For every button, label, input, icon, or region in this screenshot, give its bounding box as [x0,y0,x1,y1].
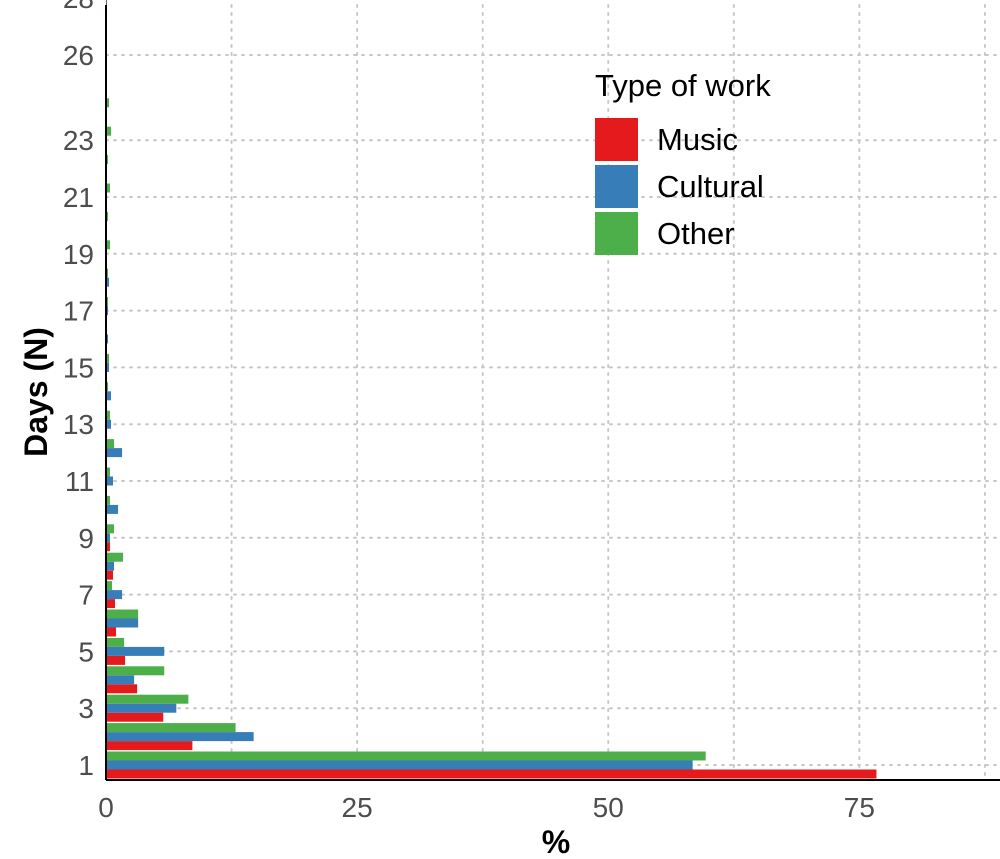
bar-other-day-21 [106,183,111,193]
bar-music-day-2 [106,741,193,751]
bar-other-day-9 [106,524,115,534]
grid [105,4,1000,781]
y-tick-label: 11 [65,466,94,497]
legend-title: Type of work [595,68,771,103]
bar-other-day-12 [106,439,115,449]
bar-cultural-day-5 [106,646,165,656]
bar-cultural-day-17 [106,306,109,316]
bar-other-day-24 [106,98,110,108]
legend-swatch-cultural [595,165,638,208]
bar-cultural-day-15 [106,362,110,372]
bar-cultural-day-9 [106,533,111,543]
bar-cultural-day-14 [106,391,112,401]
bar-cultural-day-4 [106,675,135,685]
legend-swatch-music [595,118,638,161]
bar-other-day-1 [106,751,706,761]
y-tick-label: 9 [78,523,94,554]
y-tick-label: 28 [63,0,94,14]
legend-items: Music Cultural Other [595,118,764,255]
bar-cultural-day-10 [106,504,119,514]
y-axis-title: Days (N) [18,327,54,457]
y-tick-label: 23 [63,125,94,156]
bar-other-day-7 [106,581,113,591]
x-tick-label: 50 [593,792,624,823]
y-tick-label: 21 [63,182,94,213]
bar-other-day-17 [106,297,109,307]
bar-cultural-day-6 [106,618,139,628]
bars [106,0,877,779]
bar-other-day-15 [106,353,110,363]
bar-music-day-4 [106,684,138,694]
y-tick-label: 15 [63,352,94,383]
y-tick-label: 13 [63,409,94,440]
legend-swatch-other [595,212,638,255]
bar-cultural-day-7 [106,590,123,600]
bar-other-day-20 [106,211,109,221]
x-tick-label: 75 [844,792,875,823]
bar-other-day-23 [106,126,112,136]
bar-music-day-3 [106,712,164,722]
axes [105,5,1000,781]
bar-other-day-13 [106,410,111,420]
bar-cultural-day-13 [106,419,112,429]
y-tick-label: 3 [78,693,94,724]
x-axis-title: % [542,824,570,859]
y-tick-label: 1 [78,750,94,781]
bar-cultural-day-11 [106,476,114,486]
legend-label-music: Music [657,122,738,157]
y-tick-label: 19 [63,239,94,270]
bar-other-day-10 [106,495,111,505]
bar-other-day-11 [106,467,111,477]
bar-other-day-18 [106,268,109,278]
bar-cultural-day-16 [106,334,109,344]
bar-other-day-6 [106,609,139,619]
y-tick-label: 7 [78,580,94,611]
legend: Type of work Music Cultural Other [595,68,771,255]
x-tick-labels: 0 25 50 75 [98,792,875,823]
bar-cultural-day-12 [106,448,123,458]
y-tick-label: 26 [63,40,94,71]
y-tick-label: 5 [78,636,94,667]
bar-music-day-1 [106,769,877,779]
y-tick-labels: 13579111315171921232628 [63,0,94,781]
bar-music-day-7 [106,599,116,609]
y-tick-label: 17 [63,296,94,327]
bar-other-day-8 [106,552,124,562]
bar-cultural-day-8 [106,561,115,571]
legend-label-cultural: Cultural [657,169,764,204]
x-tick-label: 25 [342,792,373,823]
bar-cultural-day-1 [106,760,693,770]
bar-music-day-8 [106,570,114,580]
bar-music-day-5 [106,655,126,665]
bar-other-day-19 [106,240,111,250]
bar-music-day-6 [106,627,117,637]
bar-other-day-3 [106,694,189,704]
bar-music-day-9 [106,542,111,552]
bar-cultural-day-18 [106,277,110,287]
bar-cultural-day-28 [106,0,108,3]
bar-other-day-22 [106,155,109,165]
bar-cultural-day-3 [106,703,177,713]
bar-other-day-2 [106,723,236,733]
x-tick-label: 0 [98,792,114,823]
legend-label-other: Other [657,216,735,251]
bar-other-day-14 [106,382,109,392]
bar-cultural-day-2 [106,732,254,742]
bar-other-day-5 [106,637,125,647]
bar-other-day-4 [106,666,165,676]
